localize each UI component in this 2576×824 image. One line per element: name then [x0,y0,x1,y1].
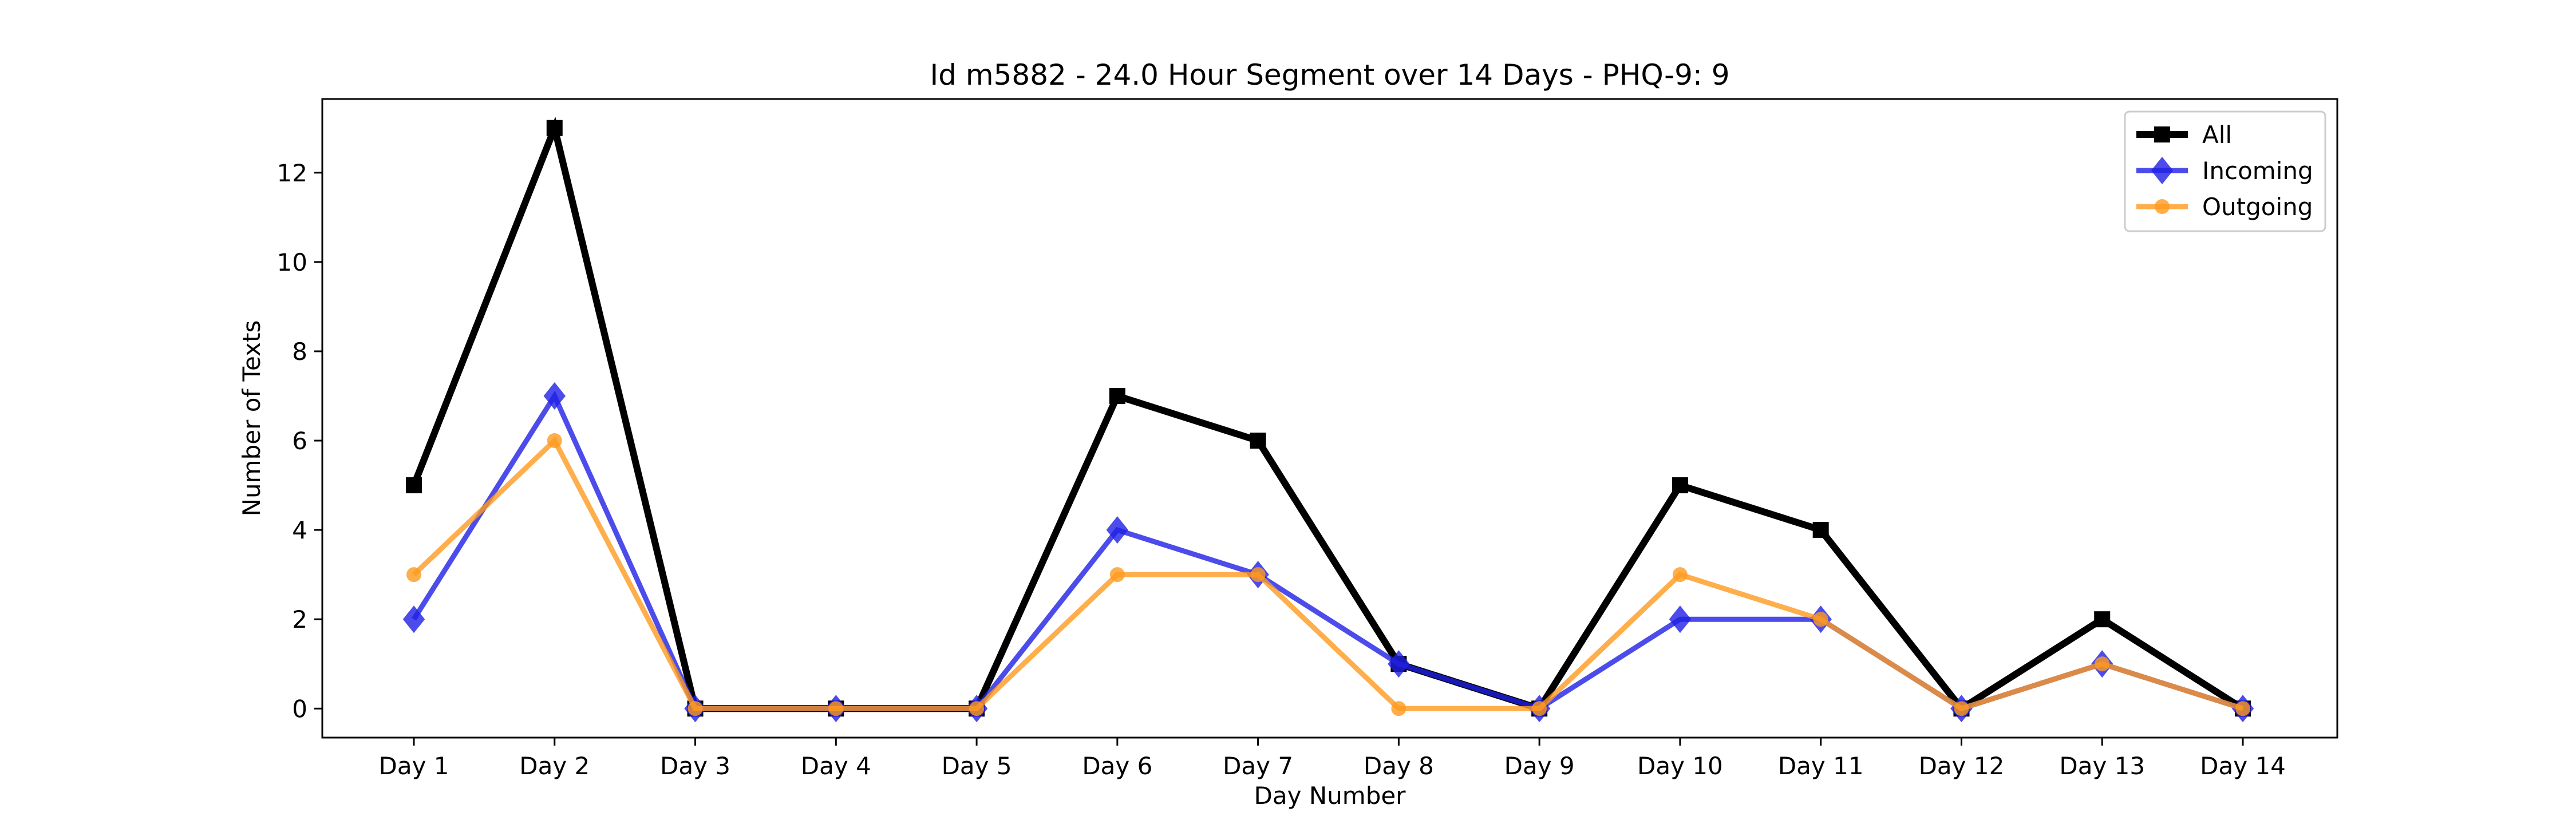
data-point-outgoing [2235,701,2250,716]
data-point-outgoing [547,433,562,449]
data-point-outgoing [1954,701,1969,716]
chart-title: Id m5882 - 24.0 Hour Segment over 14 Day… [930,58,1729,92]
data-point-outgoing [1109,567,1125,583]
plot-frame [321,98,2338,739]
data-point-all [1672,477,1688,494]
legend-marker-incoming [2151,157,2174,184]
legend-box [2124,110,2326,232]
x-tick-label: Day 10 [1637,752,1723,780]
data-point-all [1109,387,1125,404]
y-tick-label: 8 [292,338,307,366]
data-point-all [2094,611,2111,628]
y-tick-label: 0 [292,695,307,723]
x-tick-label: Day 6 [1082,752,1152,780]
data-point-incoming [543,382,566,410]
x-tick-label: Day 7 [1223,752,1293,780]
x-tick-label: Day 3 [660,752,730,780]
x-tick-label: Day 9 [1504,752,1575,780]
y-tick-label: 12 [277,159,307,187]
data-point-all [406,477,422,494]
x-tick-label: Day 8 [1364,752,1434,780]
data-point-all [1812,522,1829,538]
legend: All Incoming Outgoing [2124,110,2326,232]
x-tick-label: Day 13 [2059,752,2145,780]
data-point-outgoing [1391,701,1406,716]
y-axis-label: Number of Texts [238,320,266,517]
data-point-outgoing [1250,567,1266,583]
data-point-outgoing [688,701,703,716]
data-point-incoming [1388,650,1410,678]
data-point-incoming [402,605,425,633]
data-point-all [546,120,563,136]
series-line-outgoing [412,436,2244,712]
y-tick-label: 6 [292,427,307,455]
data-point-incoming [1669,605,1692,633]
x-tick-label: Day 14 [2200,752,2286,780]
legend-marker-outgoing [2155,199,2170,214]
y-tick-label: 10 [277,248,307,276]
legend-label-incoming: Incoming [2202,157,2313,185]
data-point-outgoing [1532,701,1547,716]
legend-label-all: All [2202,121,2232,149]
x-tick-label: Day 1 [378,752,449,780]
plot-area: Day 1 Day 2 Day 3 Day 4 Day 5 Day 6 Day 7 Day 8… [277,116,2286,780]
x-axis-label: Day Number [1254,782,1406,810]
data-point-all [1250,433,1266,449]
x-tick-label: Day 12 [1919,752,2005,780]
y-tick-label: 2 [292,605,307,633]
data-point-incoming [1106,516,1129,544]
x-tick-label: Day 11 [1778,752,1864,780]
data-point-outgoing [2095,656,2110,672]
data-point-outgoing [406,567,421,583]
data-point-outgoing [828,701,844,716]
x-tick-label: Day 5 [942,752,1012,780]
data-point-outgoing [1813,612,1828,627]
x-tick-label: Day 2 [519,752,590,780]
y-tick-label: 4 [292,516,307,544]
data-point-outgoing [969,701,985,716]
data-point-outgoing [1672,567,1688,583]
legend-label-outgoing: Outgoing [2202,193,2313,221]
legend-marker-all [2154,126,2170,142]
x-tick-label: Day 4 [801,752,871,780]
